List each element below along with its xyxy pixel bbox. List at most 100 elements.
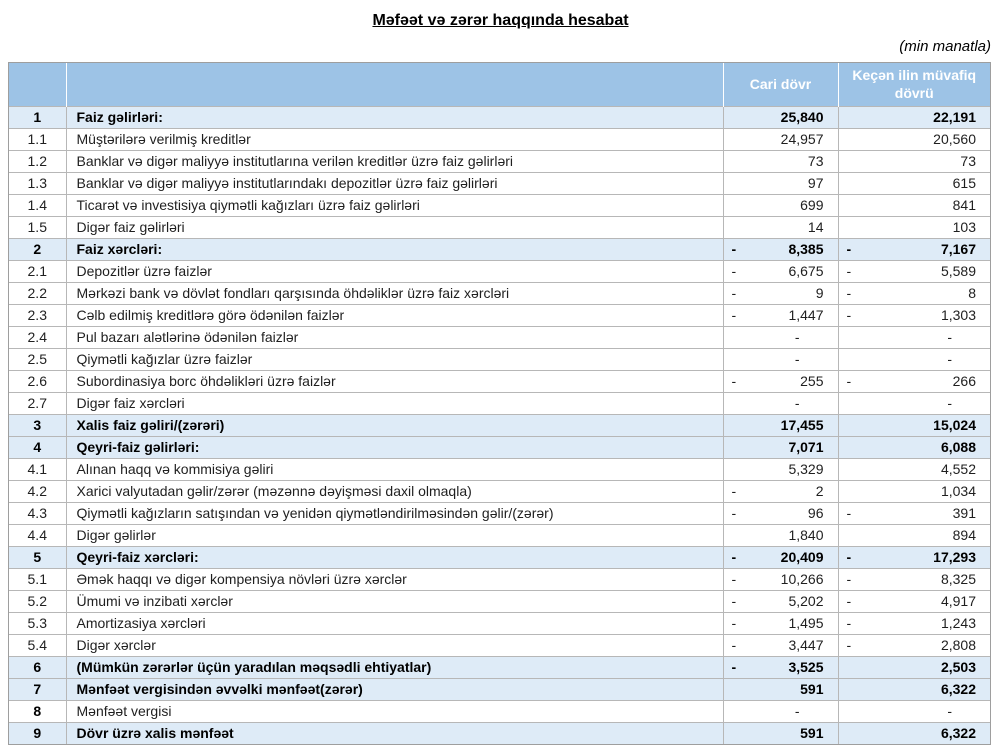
minus-sign: - — [731, 637, 737, 653]
header-number-col — [9, 63, 66, 106]
row-number: 4 — [9, 435, 66, 458]
minus-sign: - — [731, 373, 737, 389]
minus-sign: - — [731, 549, 737, 565]
minus-sign: - — [731, 659, 737, 675]
row-number: 4.1 — [9, 457, 66, 480]
value-text: 1,495 — [788, 615, 824, 631]
minus-sign: - — [846, 307, 852, 323]
value-cell-previous: 6,088 — [837, 435, 990, 458]
row-label: Banklar və digər maliyyə institutlarında… — [65, 171, 723, 194]
table-row: 7 Mənfəət vergisindən əvvəlki mənfəət(zə… — [9, 677, 990, 700]
minus-sign: - — [846, 593, 852, 609]
value-cell-previous: - 17,293 — [837, 545, 990, 568]
minus-sign: - — [846, 615, 852, 631]
value-text: 17,293 — [933, 549, 976, 565]
table-row: 5.3 Amortizasiya xərcləri - 1,495 - 1,243 — [9, 611, 990, 634]
row-number: 4.3 — [9, 501, 66, 524]
value-text: - — [794, 329, 800, 345]
value-cell-previous: - — [837, 699, 990, 722]
value-cell-current: - 6,675 — [722, 259, 838, 282]
row-number: 1 — [9, 105, 66, 128]
value-cell-current: 17,455 — [722, 413, 838, 436]
unit-note: (min manatla) — [899, 38, 991, 55]
table-row: 4.2 Xarici valyutadan gəlir/zərər (məzən… — [9, 479, 990, 502]
row-number: 2 — [9, 237, 66, 260]
value-text: - — [794, 703, 800, 719]
value-cell-previous: - 5,589 — [837, 259, 990, 282]
row-number: 2.7 — [9, 391, 66, 414]
row-label: Ticarət və investisiya qiymətli kağızlar… — [65, 193, 723, 216]
value-text: 591 — [800, 725, 824, 742]
table-row: 2.7 Digər faiz xərcləri - - — [9, 391, 990, 414]
row-label: Alınan haqq və kommisiya gəliri — [65, 457, 723, 480]
value-cell-current: 591 — [722, 677, 838, 700]
row-label: Xarici valyutadan gəlir/zərər (məzənnə d… — [65, 479, 723, 502]
table-row: 2.5 Qiymətli kağızlar üzrə faizlər - - — [9, 347, 990, 370]
minus-sign: - — [731, 307, 737, 323]
value-cell-previous: - 1,303 — [837, 303, 990, 326]
minus-sign: - — [846, 637, 852, 653]
value-text: 699 — [800, 197, 824, 213]
row-number: 2.6 — [9, 369, 66, 392]
value-cell-previous: - 1,243 — [837, 611, 990, 634]
row-label: Mərkəzi bank və dövlət fondları qarşısın… — [65, 281, 723, 304]
value-text: 2,503 — [940, 659, 976, 675]
row-label: Müştərilərə verilmiş kreditlər — [65, 127, 723, 150]
row-number: 5.1 — [9, 567, 66, 590]
row-label: Qiymətli kağızların satışından və yenidə… — [65, 501, 723, 524]
value-text: 9 — [815, 285, 824, 301]
row-number: 5.2 — [9, 589, 66, 612]
row-number: 2.2 — [9, 281, 66, 304]
value-text: 266 — [952, 373, 976, 389]
row-label: Amortizasiya xərcləri — [65, 611, 723, 634]
row-label: Faiz gəlirləri: — [65, 105, 723, 128]
value-text: 6,088 — [940, 439, 976, 455]
value-cell-current: - 10,266 — [722, 567, 838, 590]
value-text: 3,447 — [788, 637, 824, 653]
value-text: 7,071 — [788, 439, 824, 455]
value-text: - — [947, 395, 952, 411]
value-text: 1,303 — [940, 307, 976, 323]
row-label: Qeyri-faiz gəlirləri: — [65, 435, 723, 458]
value-text: 25,840 — [780, 109, 824, 125]
row-number: 2.5 — [9, 347, 66, 370]
value-text: 1,243 — [940, 615, 976, 631]
value-cell-current: 14 — [722, 215, 838, 238]
minus-sign: - — [731, 593, 737, 609]
row-label: Digər faiz xərcləri — [65, 391, 723, 414]
value-cell-previous: 841 — [837, 193, 990, 216]
value-cell-current: - 3,447 — [722, 633, 838, 656]
value-cell-current: - 255 — [722, 369, 838, 392]
row-number: 4.4 — [9, 523, 66, 546]
value-cell-previous: - — [837, 347, 990, 370]
value-cell-current: -9 — [722, 281, 838, 304]
row-label: Xalis faiz gəliri/(zərəri) — [65, 413, 723, 436]
minus-sign: - — [846, 373, 852, 389]
row-label: (Mümkün zərərlər üçün yaradılan məqsədli… — [65, 655, 723, 678]
value-text: 841 — [952, 197, 976, 213]
value-text: 17,455 — [780, 417, 824, 433]
table-row: 2.1 Depozitlər üzrə faizlər - 6,675 - 5,58… — [9, 259, 990, 282]
value-text: 103 — [952, 219, 976, 235]
value-text: 4,552 — [940, 461, 976, 477]
value-text: - — [794, 351, 800, 367]
row-label: Digər gəlirlər — [65, 523, 723, 546]
row-label: Cəlb edilmiş kreditlərə görə ödənilən fa… — [65, 303, 723, 326]
value-text: 96 — [807, 505, 824, 521]
value-cell-previous: 15,024 — [837, 413, 990, 436]
row-number: 1.3 — [9, 171, 66, 194]
minus-sign: - — [731, 263, 737, 279]
header-label-col — [65, 63, 723, 106]
value-text: 7,167 — [940, 241, 976, 257]
value-text: 20,560 — [933, 131, 976, 147]
row-number: 7 — [9, 677, 66, 700]
row-label: Banklar və digər maliyyə institutlarına … — [65, 149, 723, 172]
value-text: 8,385 — [788, 241, 824, 257]
value-cell-current: 97 — [722, 171, 838, 194]
value-text: 97 — [807, 175, 824, 191]
row-number: 2.3 — [9, 303, 66, 326]
table-row: 2.3 Cəlb edilmiş kreditlərə görə ödənilə… — [9, 303, 990, 326]
value-cell-current: - 1,495 — [722, 611, 838, 634]
value-cell-previous: - 4,917 — [837, 589, 990, 612]
